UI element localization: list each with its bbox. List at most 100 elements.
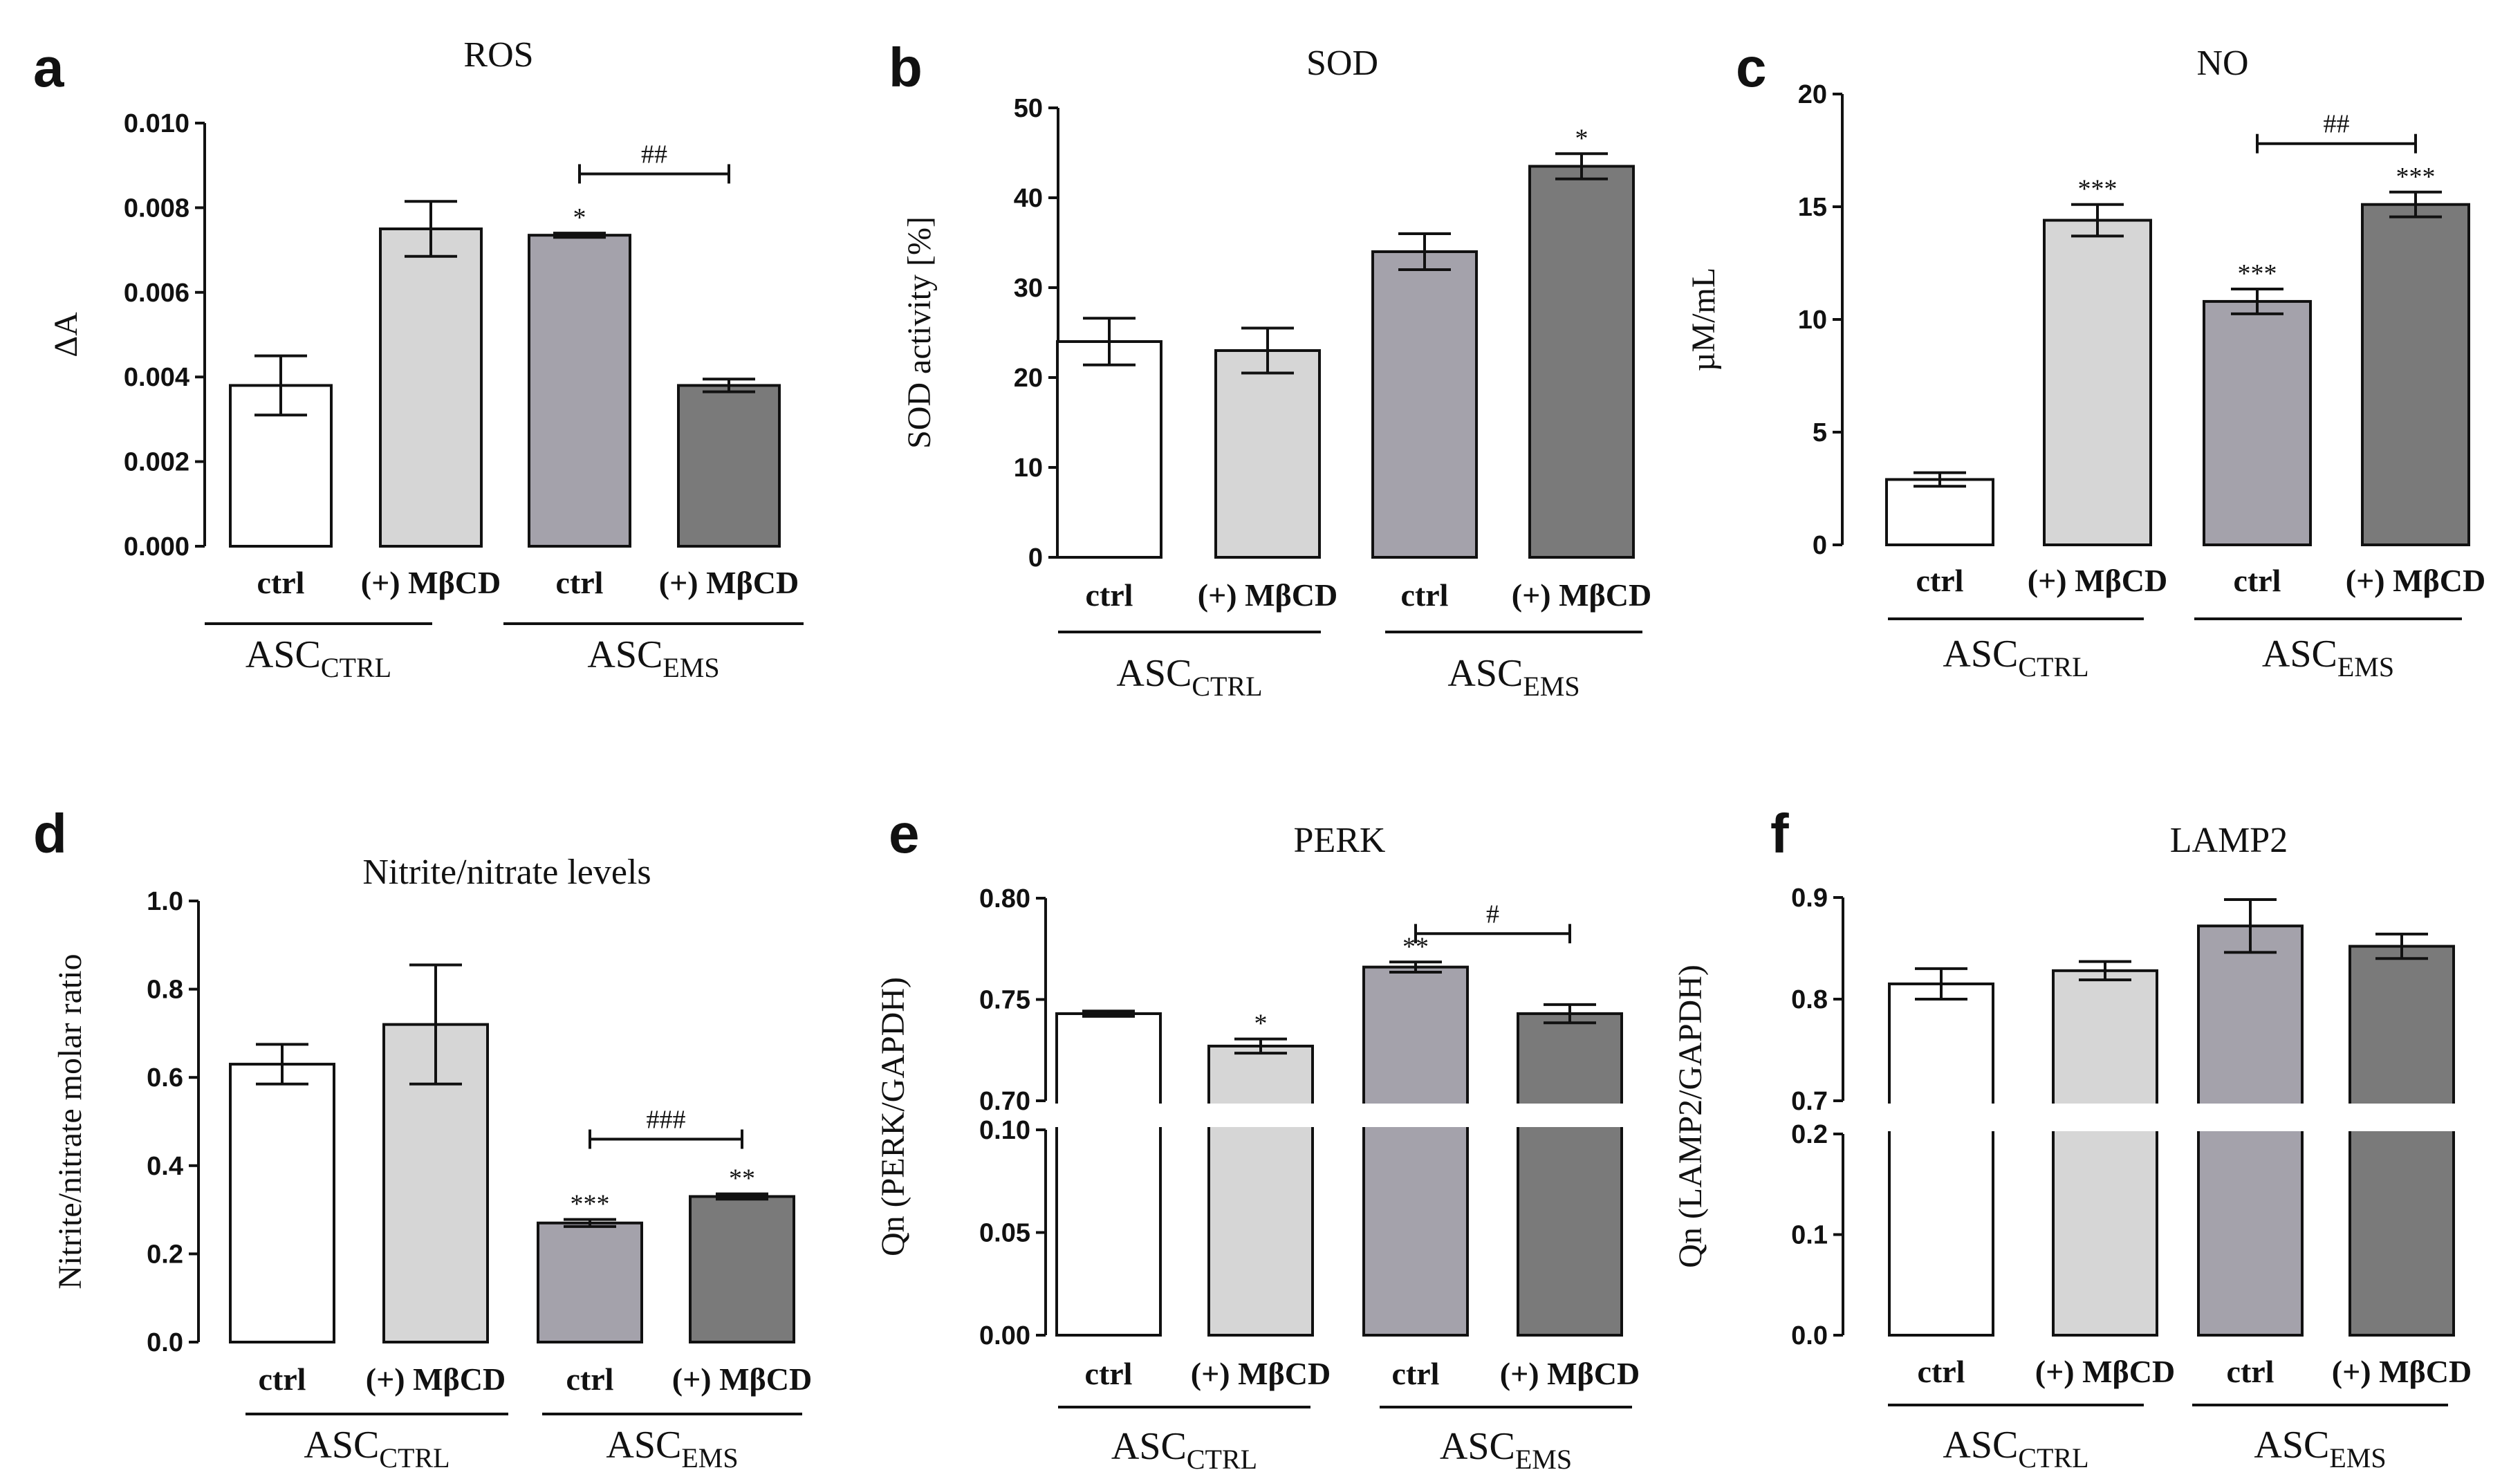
y-tick-label: 0.75: [979, 986, 1030, 1015]
panel-letter: b: [889, 37, 923, 98]
category-label: ctrl: [1085, 1356, 1133, 1391]
category-label: ctrl: [259, 1361, 306, 1397]
group-label-main: ASC: [1943, 633, 2018, 676]
y-tick-label: 0.6: [147, 1063, 183, 1092]
chart-title: SOD: [1306, 44, 1378, 83]
y-tick-label: 0.000: [124, 532, 189, 561]
category-label: (+) MβCD: [1191, 1356, 1331, 1391]
group-label: ASCEMS: [2254, 1424, 2386, 1473]
bar: [379, 227, 483, 548]
y-axis-label: SOD activity [%]: [901, 216, 938, 449]
group-label: ASCEMS: [1440, 1425, 1572, 1475]
category-label: ctrl: [1086, 577, 1133, 613]
significance-stars: ***: [2078, 175, 2118, 204]
bar: [1888, 982, 1994, 1337]
bracket-label: ###: [647, 1106, 686, 1135]
y-tick-label: 0.8: [147, 976, 183, 1005]
group-label: ASCCTRL: [1943, 633, 2088, 682]
panel-e: e PERK Qn (PERK/GAPDH) 0.70 0.75 0.80 0.00 0.05…: [875, 803, 1640, 1475]
group-label-main: ASC: [1116, 652, 1192, 695]
y-tick-label: 30: [1014, 274, 1043, 303]
group-label-subscript: CTRL: [2018, 651, 2088, 682]
group-label-main: ASC: [606, 1424, 681, 1467]
y-tick-label: 0.1: [1791, 1221, 1828, 1250]
y-tick-label: 10: [1014, 454, 1043, 483]
group-label-main: ASC: [245, 633, 321, 676]
chart-title: NO: [2196, 44, 2248, 83]
category-label: ctrl: [556, 565, 604, 600]
category-label: (+) MβCD: [361, 565, 501, 600]
axis-break-gap: [1842, 1104, 2458, 1131]
y-tick-label: 0.9: [1791, 884, 1828, 913]
y-tick-label: 40: [1014, 184, 1043, 213]
category-label: ctrl: [566, 1361, 614, 1397]
bar: [1214, 349, 1321, 559]
y-tick-label: 0.10: [979, 1116, 1030, 1145]
significance-stars: *: [1254, 1010, 1268, 1039]
significance-stars: ***: [2396, 162, 2436, 192]
group-label: ASCCTRL: [1116, 652, 1262, 702]
group-label-subscript: CTRL: [321, 652, 391, 683]
group-label-main: ASC: [1440, 1425, 1515, 1468]
y-tick-label: 0.002: [124, 448, 189, 477]
bar: [229, 1063, 335, 1344]
category-label: ctrl: [1916, 563, 1964, 598]
group-label: ASCCTRL: [304, 1424, 450, 1473]
category-label: (+) MβCD: [1500, 1356, 1640, 1391]
bracket-label: ##: [2324, 110, 2350, 139]
bar: [1056, 340, 1162, 559]
bar: [1055, 1012, 1162, 1337]
y-tick-label: 0.0: [1791, 1321, 1828, 1350]
bracket-label: #: [1486, 900, 1499, 929]
y-axis-label: µM/mL: [1685, 268, 1722, 371]
panel-letter: d: [33, 803, 67, 864]
y-tick-label: 0.008: [124, 194, 189, 223]
panel-letter: f: [1770, 803, 1789, 864]
y-tick-label: 50: [1014, 94, 1043, 123]
y-tick-label: 0: [1813, 531, 1827, 560]
y-tick-label: 0.004: [124, 363, 189, 392]
y-tick-label: 1.0: [147, 887, 183, 916]
bar: [528, 234, 631, 548]
y-tick-label: 0.2: [147, 1240, 183, 1269]
group-label-main: ASC: [1943, 1424, 2018, 1467]
bar: [677, 384, 781, 548]
group-label: ASCEMS: [587, 633, 719, 683]
group-label-main: ASC: [304, 1424, 379, 1467]
panel-letter: a: [33, 37, 64, 98]
y-tick-label: 15: [1798, 193, 1827, 222]
group-label-subscript: EMS: [1523, 671, 1579, 702]
y-tick-label: 0.70: [979, 1087, 1030, 1116]
group-label-subscript: CTRL: [1187, 1444, 1257, 1475]
group-label-main: ASC: [1111, 1425, 1187, 1468]
bracket-label: ##: [641, 140, 667, 169]
group-label-subscript: CTRL: [1192, 671, 1262, 702]
group-label-subscript: CTRL: [379, 1442, 450, 1473]
y-tick-label: 10: [1798, 306, 1827, 335]
y-tick-label: 0.4: [147, 1152, 183, 1181]
group-label: ASCCTRL: [1943, 1424, 2088, 1473]
significance-stars: **: [729, 1164, 755, 1193]
y-axis-label: ΔA: [48, 312, 84, 357]
category-label: ctrl: [1392, 1356, 1440, 1391]
y-tick-label: 0.7: [1791, 1087, 1828, 1116]
category-label: ctrl: [257, 565, 305, 600]
panel-c: c NO µM/mL 0 5 10 15 20 ctrl *** (+) MβCD *** ctrl **…: [1685, 37, 2485, 682]
category-label: (+) MβCD: [2346, 563, 2485, 598]
bar: [1885, 478, 1994, 547]
group-label-subscript: EMS: [2329, 1442, 2386, 1473]
group-label-main: ASC: [2254, 1424, 2329, 1467]
y-tick-label: 20: [1798, 80, 1827, 109]
group-label-main: ASC: [2262, 633, 2337, 676]
y-axis-label: Nitrite/nitrate molar ratio: [52, 954, 89, 1289]
chart-title: ROS: [463, 35, 533, 75]
y-tick-label: 20: [1014, 364, 1043, 393]
group-label: ASCEMS: [1447, 652, 1579, 702]
category-label: (+) MβCD: [672, 1361, 812, 1397]
bar: [537, 1221, 643, 1343]
y-tick-label: 0.2: [1791, 1120, 1828, 1149]
group-label: ASCEMS: [2262, 633, 2394, 682]
y-tick-label: 0.0: [147, 1328, 183, 1357]
significance-stars: ***: [571, 1190, 610, 1219]
